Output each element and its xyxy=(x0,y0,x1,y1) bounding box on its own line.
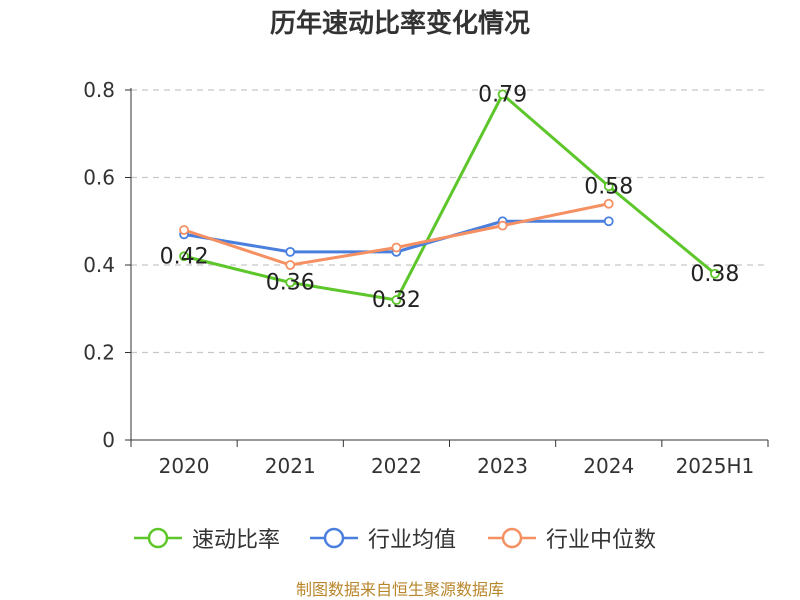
data-point-2 xyxy=(603,198,614,209)
data-point-2 xyxy=(179,225,189,235)
data-point-0 xyxy=(391,295,402,305)
legend-label-industry-median: 行业中位数 xyxy=(546,528,657,553)
data-label: 0.79 xyxy=(478,82,527,107)
x-tick-label: 2025H1 xyxy=(676,454,755,478)
legend-item-industry-median[interactable]: 行业中位数 xyxy=(488,518,656,558)
x-tick-label: 2023 xyxy=(477,454,528,478)
data-point-1 xyxy=(603,216,614,227)
y-tick-label: 0.8 xyxy=(83,78,115,102)
data-point-0 xyxy=(603,181,614,192)
data-label: 0.42 xyxy=(160,244,209,269)
chart-title: 历年速动比率变化情况 xyxy=(269,9,530,39)
y-tick-label: 0.6 xyxy=(83,166,115,190)
y-tick-label: 0.2 xyxy=(83,341,115,365)
x-tick-label: 2021 xyxy=(265,454,316,478)
data-point-0 xyxy=(710,268,720,279)
series-line-0 xyxy=(183,92,716,302)
x-tick-label: 2022 xyxy=(371,454,422,478)
source-footer: 制图数据来自恒生聚源数据库 xyxy=(295,580,504,599)
data-point-0 xyxy=(179,251,189,262)
data-label: 0.36 xyxy=(266,271,315,296)
data-point-0 xyxy=(285,277,296,288)
x-tick-label: 2024 xyxy=(583,454,634,478)
data-label: 0.38 xyxy=(690,262,739,287)
legend-marker-industry-median-icon xyxy=(488,527,536,549)
data-label: 0.58 xyxy=(584,174,633,199)
legend-label-industry-mean: 行业均值 xyxy=(368,528,457,553)
data-point-0 xyxy=(497,89,508,100)
legend-marker-industry-mean-icon xyxy=(310,527,358,549)
legend-marker-quick-ratio-icon xyxy=(134,527,182,549)
legend-item-industry-mean[interactable]: 行业均值 xyxy=(310,518,456,558)
data-point-2 xyxy=(285,260,296,270)
data-point-2 xyxy=(497,220,508,231)
x-tick-label: 2020 xyxy=(159,454,210,478)
data-point-2 xyxy=(391,242,402,253)
data-point-1 xyxy=(285,246,296,257)
y-tick-label: 0.4 xyxy=(83,253,115,277)
legend: 速动比率 行业均值 行业中位数 xyxy=(0,518,800,558)
y-tick-label: 0 xyxy=(102,428,115,452)
legend-label-quick-ratio: 速动比率 xyxy=(192,528,281,553)
legend-item-quick-ratio[interactable]: 速动比率 xyxy=(134,518,280,558)
data-label: 0.32 xyxy=(372,288,421,313)
